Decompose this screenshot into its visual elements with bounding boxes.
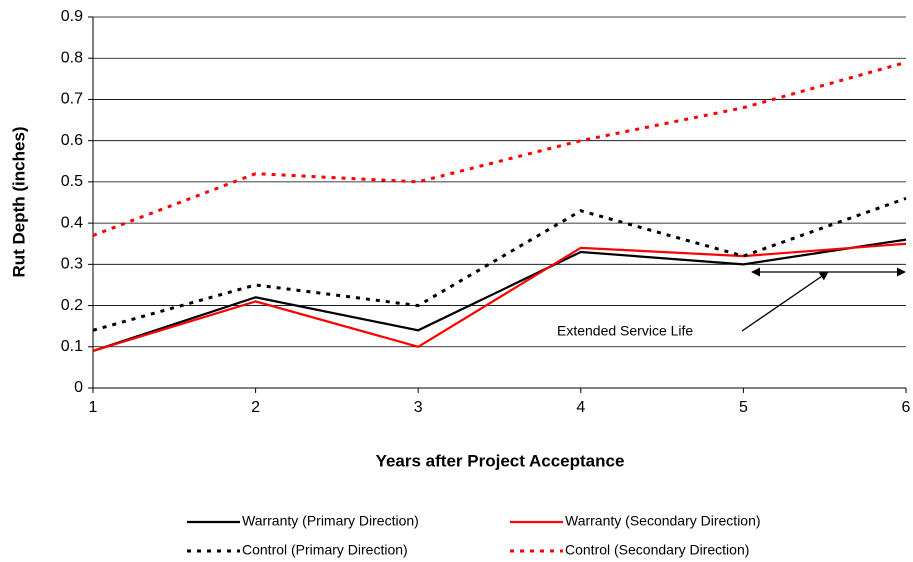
x-tick-label: 6	[902, 399, 911, 416]
x-tick-label: 4	[576, 399, 585, 416]
y-tick-label: 0.6	[61, 132, 83, 149]
x-tick-label: 5	[739, 399, 748, 416]
x-axis-label: Years after Project Acceptance	[376, 451, 625, 470]
x-tick-label: 2	[251, 399, 260, 416]
y-tick-label: 0.2	[61, 297, 83, 314]
annotation-pointer	[741, 271, 829, 332]
legend-label: Control (Primary Direction)	[242, 542, 408, 558]
series-line	[92, 60, 907, 237]
series-line	[92, 196, 907, 332]
series-line	[92, 238, 907, 352]
series-line	[92, 242, 907, 352]
y-tick-label: 0.3	[61, 256, 83, 273]
y-tick-label: 0.4	[61, 214, 83, 231]
y-axis-label: Rut Depth (inches)	[9, 126, 28, 277]
y-tick-label: 0.5	[61, 173, 83, 190]
legend-label: Warranty (Secondary Direction)	[565, 513, 761, 529]
y-tick-label: 0.8	[61, 49, 83, 66]
annotation: Extended Service Life	[557, 323, 693, 339]
x-tick-label: 3	[414, 399, 423, 416]
x-tick-label: 1	[89, 399, 98, 416]
y-tick-label: 0	[74, 379, 83, 396]
y-tick-label: 0.7	[61, 91, 83, 108]
legend-label: Control (Secondary Direction)	[565, 542, 749, 558]
legend-label: Warranty (Primary Direction)	[242, 513, 419, 529]
y-tick-label: 0.1	[61, 338, 83, 355]
y-tick-label: 0.9	[61, 8, 83, 25]
